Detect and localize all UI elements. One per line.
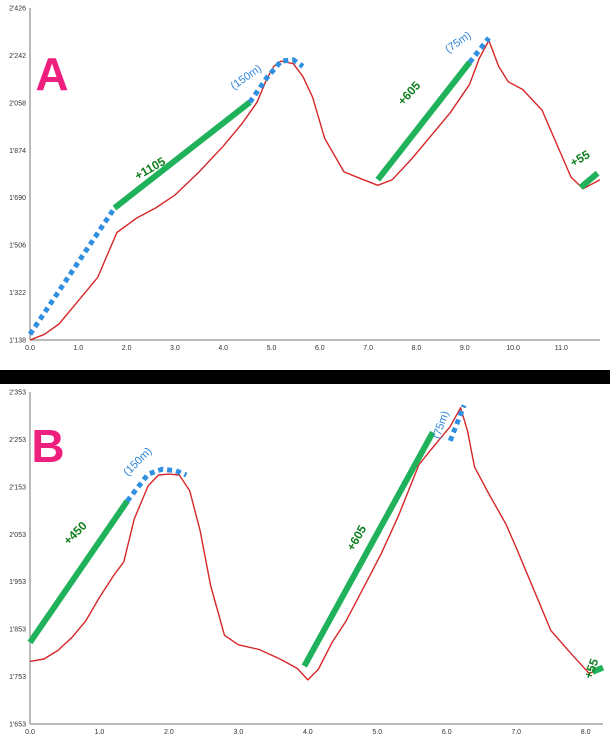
y-tick-label: 2'153 <box>9 484 26 491</box>
x-tick-label: 9.0 <box>460 345 470 352</box>
x-tick-label: 11.0 <box>555 345 568 352</box>
y-tick-label: 2'253 <box>9 437 26 444</box>
elevation-chart-a: 1'138 1'322 1'506 1'690 1'874 2'058 2'242 2'426… <box>0 0 610 370</box>
x-tick-label: 10.0 <box>506 345 520 352</box>
y-tick-label: 2'242 <box>9 53 26 60</box>
climb-gain-label: +450 <box>61 518 90 547</box>
x-tick-label: 6.0 <box>442 729 452 736</box>
x-tick-label: 3.0 <box>170 345 180 352</box>
x-tick-label: 1.0 <box>95 729 105 736</box>
segment-highlight <box>447 404 467 442</box>
chart-a-svg: 1'138 1'322 1'506 1'690 1'874 2'058 2'242 2'426… <box>9 6 601 352</box>
y-tick-label: 1'506 <box>9 243 26 250</box>
climb-highlight <box>375 60 472 182</box>
segment-highlight <box>27 206 117 336</box>
x-tick-label: 6.0 <box>315 345 325 352</box>
x-tick-label: 8.0 <box>412 345 422 352</box>
x-tick-label: 7.0 <box>511 729 521 736</box>
y-tick-label: 2'353 <box>9 390 26 397</box>
segment-highlight <box>247 57 305 104</box>
y-tick-label: 1'874 <box>9 148 26 155</box>
climb-gain-label: +55 <box>568 147 593 169</box>
x-tick-label: 5.0 <box>267 345 277 352</box>
segment-distance-label: (75m) <box>431 409 452 440</box>
x-tick-label: 0.0 <box>25 729 35 736</box>
x-tick-label: 2.0 <box>122 345 132 352</box>
climb-highlight <box>578 170 600 190</box>
x-tick-label: 0.0 <box>25 345 35 352</box>
x-tick-label: 2.0 <box>164 729 174 736</box>
x-tick-label: 1.0 <box>73 345 83 352</box>
x-tick-label: 4.0 <box>303 729 313 736</box>
y-tick-label: 2'058 <box>9 100 26 107</box>
y-tick-label: 2'426 <box>9 6 26 13</box>
panel-letter: A <box>35 48 68 100</box>
x-tick-label: 8.0 <box>581 729 591 736</box>
chart-b-svg: 1'653 1'753 1'853 1'953 2'053 2'153 2'253 2'353… <box>9 390 605 736</box>
y-tick-label: 1'853 <box>9 627 26 634</box>
y-tick-label: 1'322 <box>9 290 26 297</box>
segment-highlight <box>125 466 188 503</box>
segment-distance-label: (150m) <box>229 63 264 93</box>
elevation-profile-line <box>29 39 601 341</box>
climb-highlight <box>27 499 130 645</box>
elevation-chart-b: 1'653 1'753 1'853 1'953 2'053 2'153 2'253 2'353… <box>0 384 610 744</box>
y-tick-label: 1'138 <box>9 338 26 345</box>
climb-highlight <box>301 430 436 668</box>
segment-distance-label: (75m) <box>443 29 473 55</box>
x-tick-label: 7.0 <box>363 345 373 352</box>
y-tick-label: 1'690 <box>9 195 26 202</box>
climb-gain-label: +605 <box>395 78 424 108</box>
y-tick-label: 1'653 <box>9 722 26 729</box>
x-tick-label: 5.0 <box>372 729 382 736</box>
segment-distance-label: (150m) <box>121 445 154 478</box>
climb-gain-label: +55 <box>581 656 601 680</box>
y-tick-label: 2'053 <box>9 532 26 539</box>
y-tick-label: 1'753 <box>9 674 26 681</box>
climb-highlight <box>591 664 605 675</box>
elevation-profile-line <box>29 407 604 681</box>
panel-letter: B <box>31 420 64 472</box>
climb-highlight <box>112 99 252 211</box>
x-tick-label: 4.0 <box>218 345 228 352</box>
x-tick-label: 3.0 <box>233 729 243 736</box>
y-tick-label: 1'953 <box>9 579 26 586</box>
